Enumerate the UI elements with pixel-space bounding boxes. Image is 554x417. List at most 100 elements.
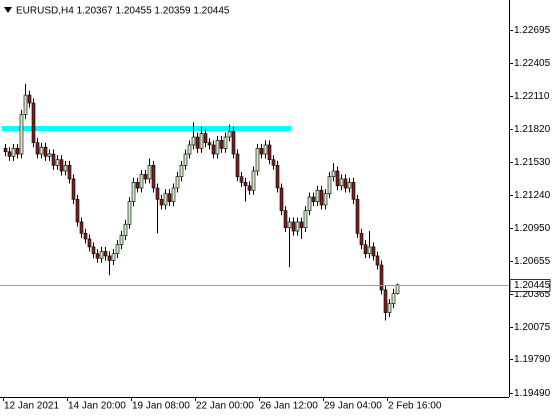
- candle-body: [151, 165, 156, 189]
- y-tick-label: 1.20075: [514, 322, 551, 333]
- candle-body: [315, 189, 320, 202]
- y-tick-label: 1.20655: [514, 256, 551, 267]
- zone: [2, 126, 291, 132]
- candle-body: [163, 193, 168, 206]
- candle-body: [67, 165, 72, 180]
- candle-body: [191, 136, 196, 146]
- x-tick-label: 22 Jan 00:00: [196, 401, 254, 412]
- candle-body: [299, 221, 304, 228]
- y-tick-label: 1.22695: [514, 25, 551, 36]
- y-tick-label: 1.20950: [514, 223, 551, 234]
- candle-body: [7, 151, 12, 157]
- candle-body: [227, 131, 232, 138]
- candle-body: [295, 221, 300, 232]
- candle-body: [15, 148, 20, 155]
- candle-body: [387, 303, 392, 313]
- candle-body: [339, 178, 344, 187]
- x-tick-label: 19 Jan 08:00: [132, 401, 190, 412]
- candle-body: [223, 136, 228, 149]
- candle-body: [179, 165, 184, 177]
- candle-body: [327, 176, 332, 194]
- candle-body: [371, 246, 376, 257]
- candle-body: [47, 153, 52, 157]
- candle-body: [303, 210, 308, 228]
- x-tick-label: 26 Jan 12:00: [260, 401, 318, 412]
- candle-body: [263, 144, 268, 155]
- candle-body: [71, 178, 76, 200]
- candle-body: [251, 170, 256, 191]
- candle-body: [63, 165, 68, 172]
- candle-body: [99, 251, 104, 259]
- candle-body: [87, 238, 92, 248]
- candle-body: [59, 159, 64, 172]
- x-tick-label: 14 Jan 20:00: [68, 401, 126, 412]
- candle-body: [379, 264, 384, 291]
- candle-body: [75, 199, 80, 223]
- symbol-icon: [4, 7, 12, 13]
- candle-body: [207, 142, 212, 146]
- candle-body: [323, 193, 328, 206]
- candle-body: [271, 159, 276, 166]
- candle-body: [375, 255, 380, 266]
- y-tick-label: 1.21530: [514, 157, 551, 168]
- candle-body: [239, 176, 244, 183]
- candle-body: [383, 289, 388, 313]
- candle-body: [211, 144, 216, 155]
- candle-body: [391, 293, 396, 304]
- candle-body: [343, 178, 348, 189]
- candle-body: [51, 153, 56, 166]
- candle-body: [367, 246, 372, 255]
- candle-body: [139, 174, 144, 189]
- candle-body: [355, 199, 360, 234]
- candle-body: [311, 196, 316, 202]
- candle-body: [155, 187, 160, 200]
- candle-body: [247, 185, 252, 191]
- candle-body: [279, 187, 284, 211]
- candle-body: [167, 193, 172, 202]
- x-tick-label: 2 Feb 16:00: [388, 401, 442, 412]
- x-tick-label: 12 Jan 2021: [4, 401, 59, 412]
- candle-body: [135, 182, 140, 189]
- candle-body: [111, 253, 116, 261]
- candle-body: [199, 133, 204, 149]
- candle-body: [287, 221, 292, 228]
- candle-body: [335, 170, 340, 187]
- candle-body: [19, 114, 24, 155]
- y-tick-label: 1.21240: [514, 190, 551, 201]
- candle-body: [83, 233, 88, 240]
- x-tick-label: 29 Jan 04:00: [324, 401, 382, 412]
- candle-body: [307, 196, 312, 211]
- candle-body: [219, 140, 224, 149]
- candle-body: [43, 146, 48, 157]
- candle-body: [79, 221, 84, 234]
- candle-body: [119, 235, 124, 245]
- candle-body: [3, 148, 8, 153]
- candle-body: [147, 165, 152, 180]
- candle-body: [187, 144, 192, 155]
- candle-body: [27, 94, 32, 104]
- last-price-label: 1.20445: [514, 280, 551, 291]
- candle-body: [107, 255, 112, 261]
- candle-body: [319, 189, 324, 206]
- last-price-box: [509, 279, 551, 292]
- candle-body: [243, 182, 248, 187]
- candle-body: [267, 144, 272, 160]
- y-tick-label: 1.19790: [514, 354, 551, 365]
- candle-body: [215, 140, 220, 155]
- candle-body: [95, 253, 100, 259]
- candle-body: [55, 159, 60, 166]
- candle-body: [235, 153, 240, 177]
- y-tick-label: 1.22405: [514, 58, 551, 69]
- candle-body: [351, 182, 356, 200]
- candle-body: [347, 182, 352, 189]
- candle-body: [39, 146, 44, 155]
- candle-body: [115, 244, 120, 255]
- candle-body: [183, 153, 188, 166]
- candle-body: [91, 246, 96, 255]
- candle-body: [35, 142, 40, 155]
- candle-body: [159, 199, 164, 206]
- candle-body: [363, 244, 368, 255]
